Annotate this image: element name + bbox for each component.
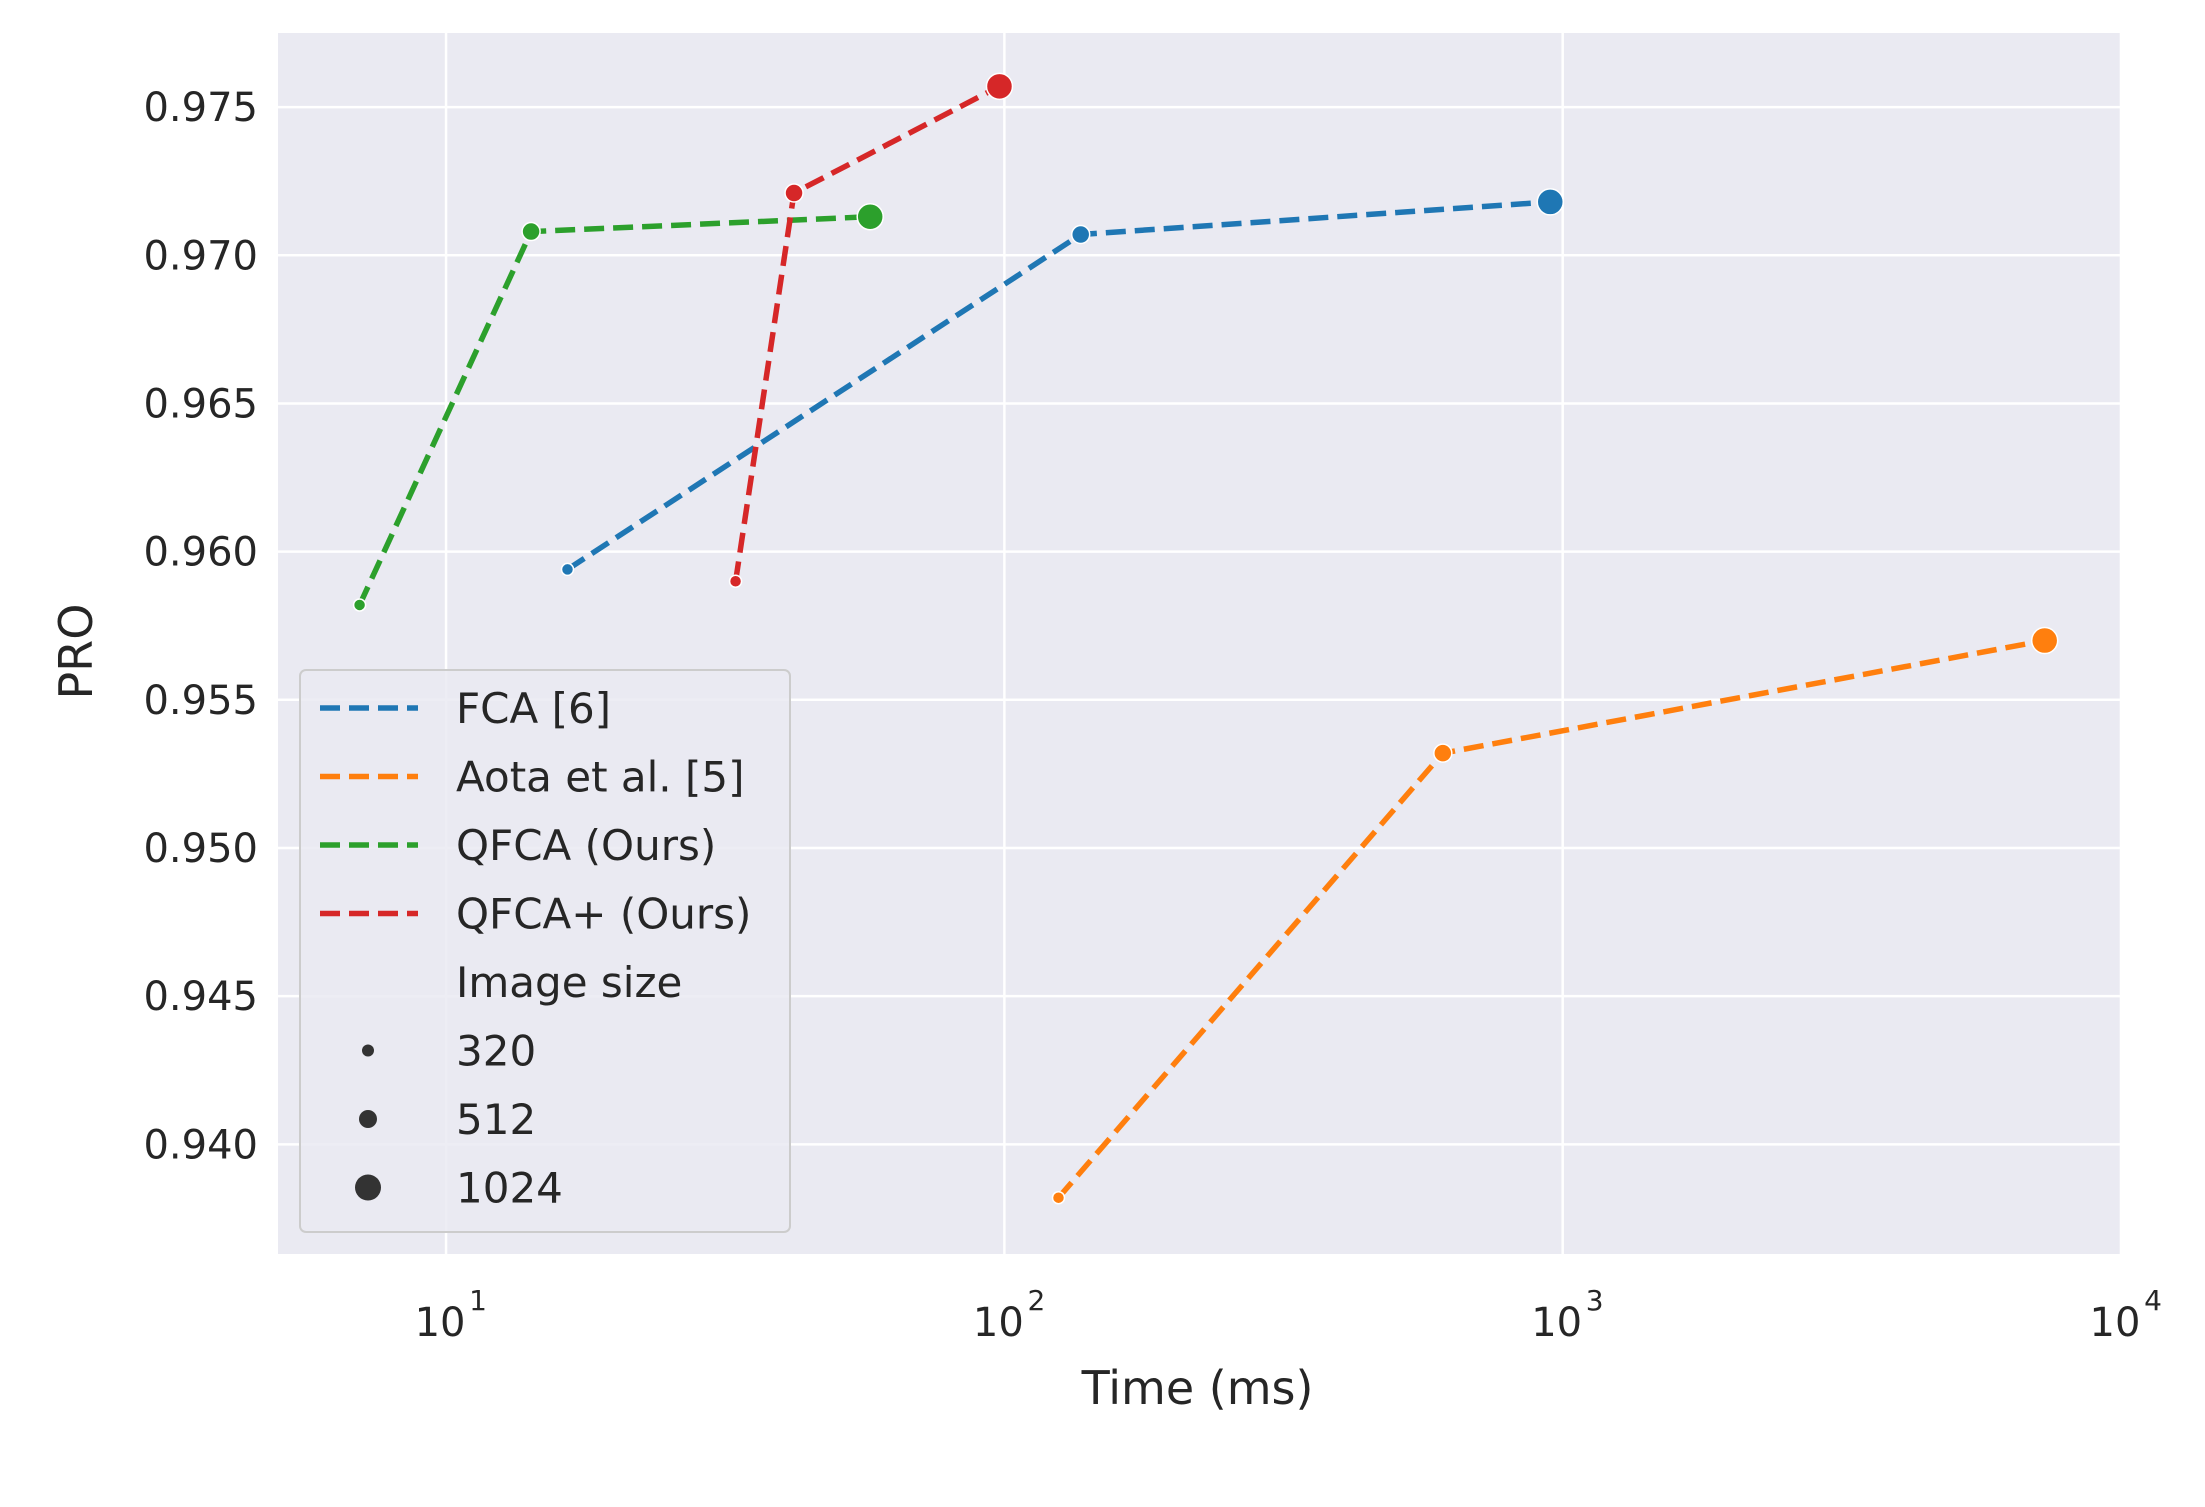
data-point	[728, 574, 743, 589]
svg-text:4: 4	[2144, 1284, 2162, 1317]
svg-text:10: 10	[415, 1300, 466, 1346]
y-tick-label: 0.940	[143, 1122, 258, 1168]
data-point	[1070, 224, 1091, 245]
x-tick-label: 10 1	[415, 1284, 487, 1346]
data-point	[1536, 188, 1565, 216]
legend-size-marker	[362, 1044, 374, 1057]
y-tick-label: 0.950	[143, 826, 258, 872]
x-axis-label: Time (ms)	[1081, 1361, 1314, 1415]
legend-entry: QFCA+ (Ours)	[320, 890, 751, 939]
legend-label: QFCA (Ours)	[456, 821, 716, 870]
legend-label: QFCA+ (Ours)	[456, 890, 751, 939]
x-tick-label: 10 2	[973, 1284, 1045, 1346]
y-tick-label: 0.960	[143, 530, 258, 576]
y-tick-label: 0.975	[143, 85, 258, 131]
legend-size-label: 1024	[456, 1164, 563, 1213]
legend-size-entry: 512	[359, 1095, 536, 1144]
data-point	[784, 183, 804, 203]
legend-label: Aota et al. [5]	[456, 753, 745, 802]
svg-text:2: 2	[1027, 1284, 1045, 1317]
legend-size-entry: 1024	[355, 1164, 563, 1213]
legend-size-marker	[355, 1174, 381, 1201]
legend-label: FCA [6]	[456, 684, 611, 733]
y-tick-label: 0.970	[143, 233, 258, 279]
series-2	[352, 202, 884, 612]
data-series	[352, 72, 2059, 1205]
legend-size-entry: 320	[362, 1027, 536, 1076]
svg-text:10: 10	[973, 1300, 1024, 1346]
legend-entry: Aota et al. [5]	[320, 753, 745, 802]
data-point	[2030, 626, 2059, 655]
data-point	[1433, 743, 1453, 763]
legend-size-title: Image size	[456, 958, 682, 1007]
data-point	[1051, 1190, 1066, 1205]
data-point	[985, 72, 1014, 101]
data-point	[352, 598, 367, 612]
svg-text:10: 10	[1531, 1300, 1582, 1346]
y-axis-label: PRO	[49, 604, 103, 700]
legend-entry: QFCA (Ours)	[320, 821, 716, 870]
series-1	[1051, 626, 2059, 1205]
svg-text:3: 3	[1586, 1284, 1604, 1317]
series-3	[728, 72, 1014, 589]
legend-size-marker	[359, 1110, 377, 1128]
legend-box	[299, 669, 791, 1233]
data-point	[521, 221, 541, 242]
legend: FCA [6] Aota et al. [5] QFCA (Ours) QFCA+ (…	[299, 669, 791, 1233]
legend-entry: FCA [6]	[320, 684, 611, 733]
data-point	[856, 202, 884, 231]
y-tick-label: 0.945	[143, 974, 258, 1020]
svg-text:10: 10	[2090, 1300, 2141, 1346]
legend-size-label: 512	[456, 1095, 536, 1144]
y-tick-label: 0.965	[143, 381, 258, 427]
data-point	[560, 562, 575, 577]
svg-text:1: 1	[469, 1284, 487, 1317]
x-tick-label: 10 3	[1531, 1284, 1603, 1346]
axis-ticks: 0.940 0.945 0.950 0.955 0.960 0.965 0.970 0.975…	[143, 85, 2161, 1346]
legend-size-label: 320	[456, 1027, 536, 1076]
x-tick-label: 10 4	[2090, 1284, 2162, 1346]
series-0	[560, 188, 1565, 577]
y-tick-label: 0.955	[143, 678, 258, 724]
